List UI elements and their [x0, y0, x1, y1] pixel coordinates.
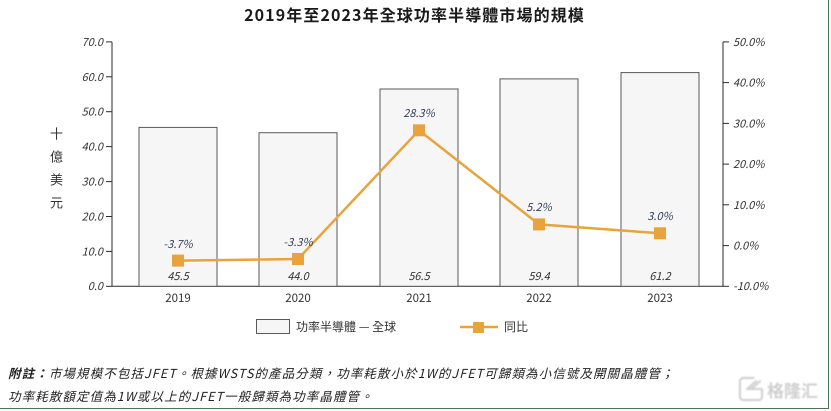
svg-text:10.0%: 10.0%	[733, 197, 765, 213]
svg-text:0.0: 0.0	[88, 278, 105, 294]
svg-text:60.0: 60.0	[82, 69, 105, 85]
svg-text:2022: 2022	[526, 290, 552, 306]
svg-text:30.0%: 30.0%	[733, 115, 765, 131]
svg-text:-3.7%: -3.7%	[163, 236, 193, 252]
svg-text:0.0%: 0.0%	[733, 238, 759, 254]
svg-text:70.0: 70.0	[82, 34, 105, 50]
svg-text:56.5: 56.5	[408, 268, 431, 284]
svg-text:-10.0%: -10.0%	[733, 278, 769, 294]
svg-text:50.0%: 50.0%	[733, 34, 765, 50]
svg-text:10.0: 10.0	[82, 243, 105, 259]
svg-text:61.2: 61.2	[649, 268, 671, 284]
svg-text:3.0%: 3.0%	[647, 208, 673, 224]
svg-text:40.0%: 40.0%	[733, 75, 765, 91]
svg-text:44.0: 44.0	[287, 268, 310, 284]
svg-text:5.2%: 5.2%	[526, 199, 552, 215]
svg-text:30.0: 30.0	[82, 174, 105, 190]
svg-text:28.3%: 28.3%	[403, 105, 435, 121]
svg-text:20.0: 20.0	[82, 209, 105, 225]
svg-text:50.0: 50.0	[82, 104, 105, 120]
svg-text:20.0%: 20.0%	[733, 156, 765, 172]
svg-text:2020: 2020	[285, 290, 311, 306]
svg-text:59.4: 59.4	[528, 268, 550, 284]
svg-text:2021: 2021	[406, 290, 432, 306]
svg-text:45.5: 45.5	[167, 268, 190, 284]
svg-text:-3.3%: -3.3%	[283, 234, 313, 250]
svg-text:40.0: 40.0	[82, 139, 105, 155]
svg-text:2023: 2023	[647, 290, 673, 306]
svg-text:2019: 2019	[165, 290, 191, 306]
